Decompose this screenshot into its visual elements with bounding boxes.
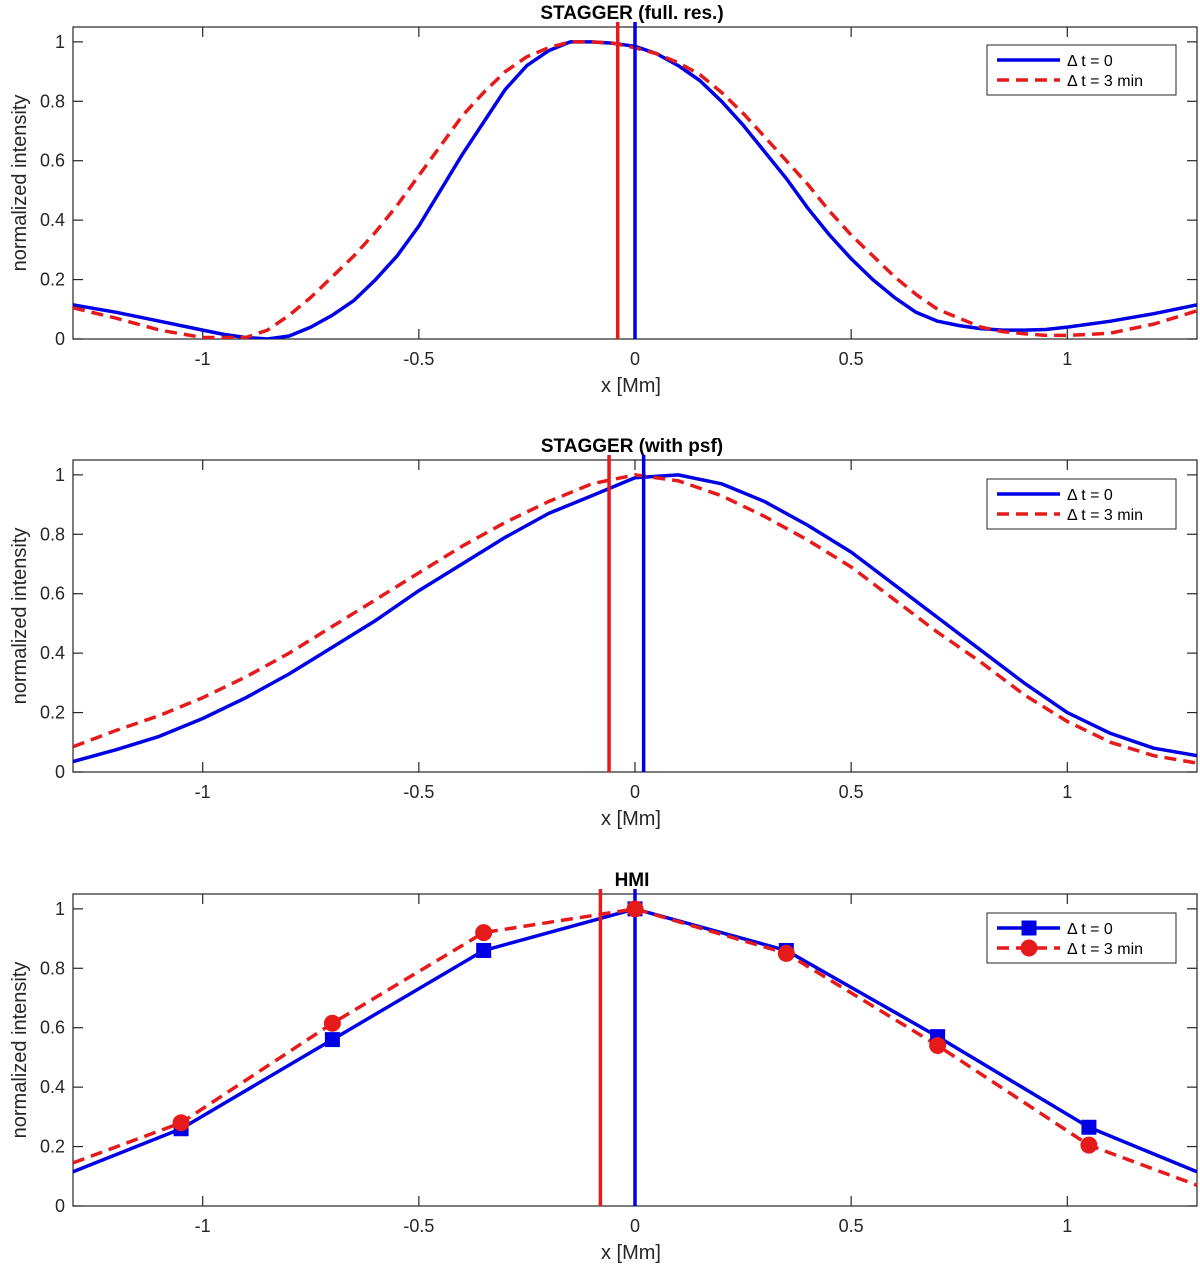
data-point-circle [626,900,644,918]
x-tick-label: 1 [1062,1216,1072,1236]
data-point-square [1081,1119,1097,1135]
y-tick-label: 0.4 [40,210,65,230]
x-tick-label: -0.5 [403,1216,434,1236]
x-tick-label: -0.5 [403,349,434,369]
series-line-dt3min [73,40,1197,339]
data-point-circle [1080,1136,1098,1154]
chart-panel-1: -1 -0.5 0 0.5 1 0 0.2 0.4 0.6 0.8 1 STAGGER (full. … [9,3,1198,397]
plot-area [73,473,1197,765]
series-line-dt3min [73,473,1197,765]
y-tick-label: 0.8 [40,91,65,111]
x-tick-label: -1 [195,782,211,802]
y-tick-label: 0.4 [40,643,65,663]
x-axis-label: x [Mm] [601,1242,661,1264]
legend-label: Δ t = 0 [1067,53,1113,70]
series-line-dt3min [73,907,1197,1187]
legend-label: Δ t = 3 min [1067,507,1143,524]
x-tick-label: 0.5 [839,1216,864,1236]
x-tick-label: 0.5 [839,349,864,369]
x-axis-label: x [Mm] [601,375,661,397]
legend-label: Δ t = 0 [1067,921,1113,938]
legend: Δ t = 0 Δ t = 3 min [986,44,1177,96]
x-tick-label: 1 [1062,782,1072,802]
data-point-circle [172,1114,190,1132]
x-tick-label: -1 [195,1216,211,1236]
data-point-square [324,1032,340,1048]
x-tick-label: 0 [630,782,640,802]
legend-marker-circle [1020,939,1038,957]
chart-title: HMI [615,870,650,891]
data-point-circle [475,924,493,942]
legend-marker-square [1021,920,1037,936]
y-tick-label: 0.4 [40,1077,65,1097]
y-tick-label: 1 [55,32,65,52]
y-tick-label: 0.2 [40,1137,65,1157]
x-tick-label: 1 [1062,349,1072,369]
y-tick-label: 0.6 [40,1018,65,1038]
y-tick-label: 0.6 [40,584,65,604]
y-tick-label: 0.2 [40,703,65,723]
legend: Δ t = 0 Δ t = 3 min [986,912,1177,964]
x-tick-label: 0 [630,1216,640,1236]
x-axis-label: x [Mm] [601,808,661,830]
chart-title: STAGGER (with psf) [541,436,723,457]
y-axis-label: normalized intensity [9,962,31,1139]
y-tick-label: 0.8 [40,958,65,978]
x-tick-label: -1 [195,349,211,369]
y-tick-label: 0.6 [40,151,65,171]
legend-label: Δ t = 3 min [1067,73,1143,90]
y-tick-label: 1 [55,899,65,919]
y-tick-label: 0 [55,762,65,782]
x-tick-label: 0 [630,349,640,369]
chart-title: STAGGER (full. res.) [540,3,723,24]
chart-panel-3: -1 -0.5 0 0.5 1 0 0.2 0.4 0.6 0.8 1 HMI x [Mm] normal… [9,870,1198,1264]
data-point-circle [323,1014,341,1032]
y-axis-label: normalized intensity [9,528,31,705]
data-point-circle [929,1037,947,1055]
y-tick-label: 1 [55,465,65,485]
y-tick-label: 0 [55,329,65,349]
data-point-circle [777,944,795,962]
legend-label: Δ t = 3 min [1067,941,1143,958]
y-tick-label: 0 [55,1196,65,1216]
series-line-dt0 [73,473,1197,764]
y-tick-label: 0.8 [40,524,65,544]
legend-label: Δ t = 0 [1067,487,1113,504]
y-tick-label: 0.2 [40,270,65,290]
data-point-square [476,942,492,958]
legend-box [986,912,1177,964]
legend-box [986,478,1177,530]
y-axis-label: normalized intensity [9,95,31,272]
legend-box [986,44,1177,96]
chart-panel-2: -1 -0.5 0 0.5 1 0 0.2 0.4 0.6 0.8 1 STAGGER (with p… [9,436,1198,830]
x-tick-label: -0.5 [403,782,434,802]
legend: Δ t = 0 Δ t = 3 min [986,478,1177,530]
x-tick-label: 0.5 [839,782,864,802]
